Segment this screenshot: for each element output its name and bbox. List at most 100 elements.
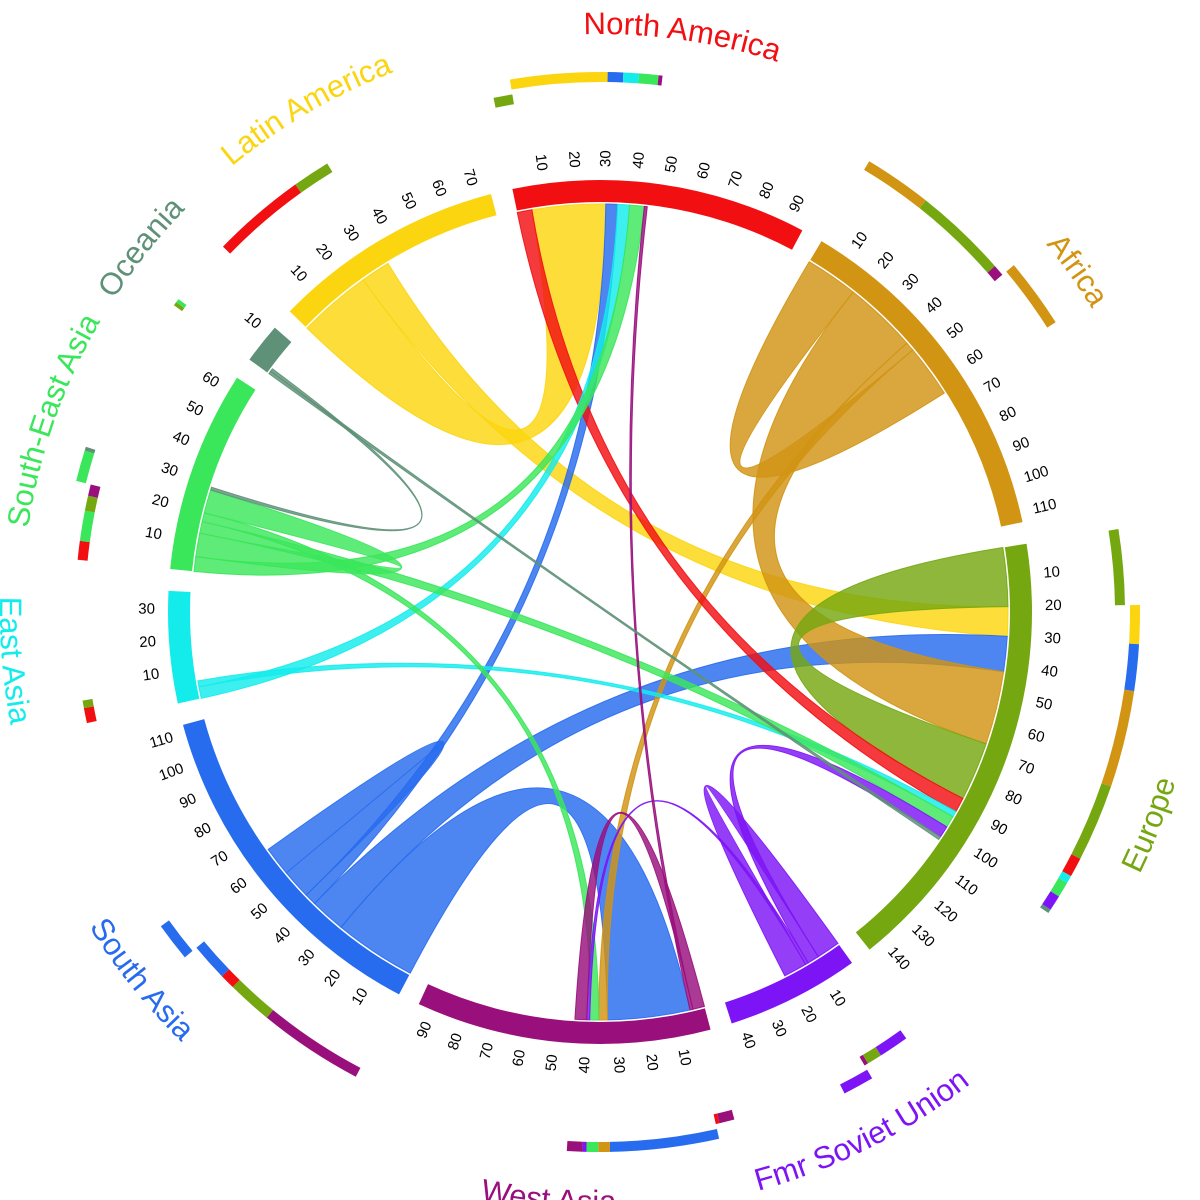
- tick-label-south-asia-40: 40: [270, 924, 294, 948]
- tick-label-north-america-70: 70: [725, 169, 746, 190]
- share-bar-in-europe-south-asia: [1124, 643, 1140, 692]
- share-bar-in-north-america-south-east-asia: [638, 73, 659, 86]
- tick-label-africa-30: 30: [899, 270, 923, 294]
- share-bar-out-africa-west-asia: [987, 266, 1003, 282]
- tick-label-latin-america-60: 60: [428, 177, 450, 199]
- tick-label-europe-120: 120: [931, 897, 961, 926]
- tick-label-latin-america-70: 70: [460, 167, 481, 188]
- tick-label-fmr-soviet-union-10: 10: [826, 987, 849, 1010]
- tick-label-africa-90: 90: [1010, 434, 1032, 456]
- ribbon-east-asia-to-north-america: [198, 203, 631, 699]
- share-bar-in-south-east-asia-oceania: [84, 446, 96, 454]
- ribbon-fmr-soviet-union-to-europe: [729, 745, 948, 964]
- share-bar-out-africa-europe: [919, 200, 995, 273]
- region-arc-west-asia: [418, 984, 711, 1044]
- region-label-south-asia: South Asia: [83, 912, 202, 1048]
- tick-label-south-asia-110: 110: [148, 729, 176, 752]
- tick-label-africa-60: 60: [963, 346, 986, 369]
- tick-label-south-east-asia-30: 30: [159, 459, 180, 480]
- share-bar-out-oceania-south-east-asia: [176, 299, 187, 309]
- tick-label-europe-70: 70: [1015, 757, 1037, 779]
- tick-label-west-asia-70: 70: [477, 1041, 498, 1061]
- tick-label-east-asia-10: 10: [142, 665, 161, 684]
- tick-label-south-east-asia-20: 20: [150, 491, 170, 512]
- tick-label-south-asia-80: 80: [191, 819, 214, 842]
- tick-label-south-asia-20: 20: [321, 966, 345, 989]
- tick-label-europe-140: 140: [884, 944, 913, 974]
- share-bar-out-fmr-soviet-union-west-asia: [859, 1054, 868, 1066]
- tick-label-north-america-90: 90: [786, 193, 809, 215]
- tick-label-north-america-10: 10: [532, 153, 551, 172]
- region-arc-east-asia: [168, 590, 200, 704]
- share-bar-out-oceania-europe: [173, 302, 185, 312]
- share-bar-out-africa-africa: [864, 161, 926, 209]
- ribbon-oceania-to-south-east-asia: [210, 368, 423, 532]
- region-label-east-asia: East Asia: [0, 597, 38, 728]
- share-bar-out-europe-europe: [1108, 529, 1125, 606]
- share-bar-in-europe-east-asia: [1058, 871, 1071, 883]
- tick-label-west-asia-10: 10: [674, 1048, 694, 1068]
- share-bar-out-east-asia-europe: [82, 698, 94, 709]
- share-bar-in-west-asia-africa: [598, 1141, 611, 1152]
- share-bar-out-south-east-asia-north-america: [77, 540, 90, 561]
- tick-label-europe-60: 60: [1026, 725, 1047, 746]
- tick-label-west-asia-40: 40: [576, 1056, 594, 1073]
- tick-label-north-america-40: 40: [630, 151, 648, 169]
- share-bar-in-europe-latin-america: [1129, 604, 1140, 645]
- region-arc-latin-america: [289, 193, 497, 327]
- share-bar-in-west-asia-south-east-asia: [586, 1141, 599, 1152]
- region-arc-south-east-asia: [170, 377, 256, 572]
- share-bar-out-south-asia-south-asia: [196, 941, 230, 977]
- share-bar-out-east-asia-north-america: [83, 706, 97, 724]
- tick-label-latin-america-10: 10: [287, 261, 311, 285]
- tick-label-europe-80: 80: [1002, 787, 1024, 809]
- tick-label-south-east-asia-40: 40: [170, 428, 192, 450]
- share-bar-in-south-asia-south-asia: [160, 920, 193, 958]
- tick-label-east-asia-30: 30: [138, 601, 155, 618]
- share-bar-out-west-asia-west-asia: [717, 1109, 735, 1124]
- share-bar-in-north-america-latin-america: [509, 71, 608, 90]
- share-bar-out-south-asia-north-america: [221, 969, 240, 988]
- region-arc-europe: [855, 543, 1032, 950]
- tick-label-europe-90: 90: [987, 816, 1010, 839]
- tick-label-europe-130: 130: [908, 921, 938, 951]
- tick-label-europe-40: 40: [1040, 662, 1059, 681]
- share-bar-in-europe-north-america: [1062, 854, 1081, 877]
- share-bar-out-south-east-asia-south-east-asia: [79, 510, 95, 543]
- ribbon-oceania-to-europe: [268, 370, 942, 841]
- ribbon-north-america-to-europe: [516, 209, 964, 813]
- tick-label-south-asia-10: 10: [348, 985, 371, 1008]
- share-bar-in-fmr-soviet-union-fmr-soviet-union: [840, 1069, 873, 1094]
- ribbon-africa-to-west-asia: [598, 342, 914, 1021]
- tick-label-south-east-asia-60: 60: [199, 368, 222, 391]
- tick-label-oceania-10: 10: [241, 309, 265, 333]
- tick-label-south-asia-100: 100: [157, 760, 186, 785]
- tick-label-europe-110: 110: [952, 871, 981, 899]
- share-bar-in-europe-europe: [1071, 783, 1112, 859]
- region-arc-oceania: [249, 327, 292, 373]
- share-bar-out-north-america-europe: [493, 94, 514, 108]
- tick-label-north-america-60: 60: [694, 161, 714, 181]
- tick-label-west-asia-90: 90: [413, 1019, 435, 1041]
- tick-label-fmr-soviet-union-20: 20: [797, 1003, 820, 1026]
- tick-label-europe-100: 100: [971, 844, 1001, 872]
- tick-label-latin-america-50: 50: [397, 190, 419, 212]
- ribbon-south-east-asia-to-west-asia: [201, 512, 600, 1021]
- tick-label-north-america-30: 30: [597, 150, 614, 167]
- ribbon-europe-to-europe: [790, 546, 1009, 800]
- tick-label-africa-110: 110: [1031, 496, 1058, 518]
- region-label-west-asia: West Asia: [479, 1172, 618, 1200]
- tick-label-north-america-50: 50: [662, 155, 681, 174]
- tick-label-south-asia-70: 70: [208, 847, 231, 870]
- tick-label-north-america-20: 20: [565, 151, 583, 169]
- tick-label-south-east-asia-10: 10: [144, 524, 163, 544]
- tick-label-fmr-soviet-union-40: 40: [737, 1030, 759, 1051]
- region-arc-south-asia: [182, 719, 410, 995]
- share-bar-in-south-east-asia-south-east-asia: [76, 450, 95, 484]
- region-label-africa: Africa: [1041, 227, 1117, 313]
- tick-label-south-asia-90: 90: [177, 790, 199, 812]
- tick-label-south-asia-50: 50: [248, 900, 272, 924]
- share-bar-out-south-east-asia-west-asia: [88, 484, 101, 498]
